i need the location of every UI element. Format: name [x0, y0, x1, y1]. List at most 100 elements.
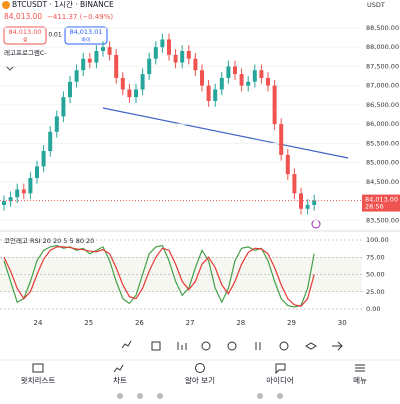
- y-tick-label: 25.00: [366, 288, 385, 296]
- candle-body: [140, 74, 145, 90]
- rsi-title: 코인레고 RSI 20 20 5 5 80 20: [4, 236, 94, 245]
- candle-body: [94, 51, 99, 63]
- buy-label[interactable]: 바이: [81, 37, 90, 44]
- rsi-line: [3, 246, 315, 307]
- indicator-label: 레고프로그램C-: [4, 48, 47, 57]
- candle-body: [173, 54, 178, 63]
- nav-label[interactable]: 메뉴: [353, 376, 367, 385]
- candle-body: [54, 116, 59, 132]
- y-tick-label: 87,500.00: [366, 62, 399, 70]
- x-tick-label: 29: [287, 319, 296, 327]
- candle-body: [127, 89, 132, 98]
- y-tick-label: 85,500.00: [366, 139, 399, 147]
- coin-icon: [2, 1, 10, 9]
- tool-icon[interactable]: [227, 341, 237, 351]
- candle-body: [186, 51, 191, 59]
- candle-body: [35, 166, 39, 178]
- candle-body: [193, 58, 198, 71]
- candle-body: [41, 151, 46, 167]
- sell-price[interactable]: 84,013.00: [8, 28, 41, 36]
- status-bar: [117, 393, 283, 399]
- nav-label[interactable]: 왓치리스트: [21, 376, 56, 385]
- candle-body: [2, 201, 6, 205]
- y-tick-label: 83,500.00: [366, 216, 399, 224]
- sell-label[interactable]: 셀: [23, 37, 28, 44]
- candle-body: [180, 51, 185, 63]
- last-price-label: 84,013.00: [365, 196, 398, 204]
- tool-icon[interactable]: [255, 342, 261, 350]
- candle-body: [167, 39, 171, 55]
- candle-body: [68, 81, 72, 98]
- candle-body: [206, 85, 211, 102]
- candle-body: [305, 204, 310, 209]
- candle-body: [120, 77, 125, 90]
- candle-body: [239, 74, 244, 86]
- nav-label[interactable]: 차트: [113, 376, 127, 385]
- candle-body: [81, 58, 86, 71]
- nav-icon[interactable]: [195, 363, 205, 373]
- status-icon: [157, 393, 163, 399]
- status-icon: [277, 393, 283, 399]
- buy-price[interactable]: 84,013.01: [69, 28, 102, 36]
- nav-icon[interactable]: [113, 364, 124, 373]
- sell-button[interactable]: [3, 26, 47, 45]
- price-change: −411.37 (−0.49%): [47, 13, 113, 21]
- spread: 0.01: [48, 32, 62, 39]
- candle-body: [252, 70, 257, 82]
- candle-body: [28, 177, 33, 194]
- nav-icon[interactable]: [32, 363, 44, 373]
- y-tick-label: 0.00: [366, 305, 380, 313]
- x-tick-label: 25: [84, 319, 93, 327]
- candle-body: [160, 39, 165, 48]
- candle-body: [61, 97, 66, 117]
- candle-body: [299, 193, 303, 209]
- status-icon: [117, 393, 123, 399]
- status-icon: [137, 393, 143, 399]
- currency: USDT: [367, 1, 385, 9]
- tool-icon[interactable]: [121, 340, 132, 349]
- candle-body: [15, 189, 20, 198]
- y-tick-label: 88,000.00: [366, 43, 399, 51]
- y-tick-label: 75.00: [366, 253, 385, 261]
- tool-icon[interactable]: [332, 341, 343, 351]
- candle-body: [147, 58, 152, 75]
- candle-body: [48, 131, 53, 152]
- buy-button[interactable]: [64, 26, 108, 45]
- nav-icon[interactable]: [355, 364, 365, 372]
- candle-body: [233, 66, 237, 75]
- nav-label[interactable]: 알아 보기: [185, 375, 215, 385]
- collapse-icon[interactable]: [5, 65, 15, 71]
- candle-body: [285, 154, 290, 175]
- y-tick-label: 50.00: [366, 271, 385, 279]
- nav-icon[interactable]: [275, 363, 286, 375]
- tool-icon[interactable]: [177, 342, 187, 350]
- candle-body: [8, 197, 13, 202]
- candle-body: [153, 47, 158, 59]
- symbol: BTCUSDT · 1시간 · BINANCE: [12, 0, 114, 9]
- countdown: 28:56: [365, 203, 384, 211]
- tool-icon[interactable]: [279, 341, 289, 351]
- candle-body: [226, 66, 231, 78]
- status-icon: [257, 393, 263, 399]
- tool-icon[interactable]: [201, 341, 211, 351]
- nav-label[interactable]: 아이디어: [266, 375, 294, 385]
- candle-body: [134, 89, 138, 98]
- candle-body: [21, 189, 26, 194]
- candle-body: [87, 58, 92, 63]
- candle-body: [279, 124, 284, 155]
- y-tick-label: 85,000.00: [366, 159, 399, 167]
- candle-body: [219, 77, 224, 90]
- tool-icon[interactable]: [305, 342, 317, 350]
- candle-body: [266, 77, 270, 86]
- candle-body: [272, 85, 277, 125]
- last-price-box: [362, 194, 400, 212]
- x-tick-label: 27: [186, 319, 195, 327]
- candle-body: [213, 89, 218, 102]
- y-tick-label: 100.00: [366, 236, 389, 244]
- tool-icon[interactable]: [151, 341, 161, 351]
- candle-body: [259, 70, 264, 78]
- candle-body: [114, 54, 119, 78]
- price: 84,013.00: [4, 12, 42, 21]
